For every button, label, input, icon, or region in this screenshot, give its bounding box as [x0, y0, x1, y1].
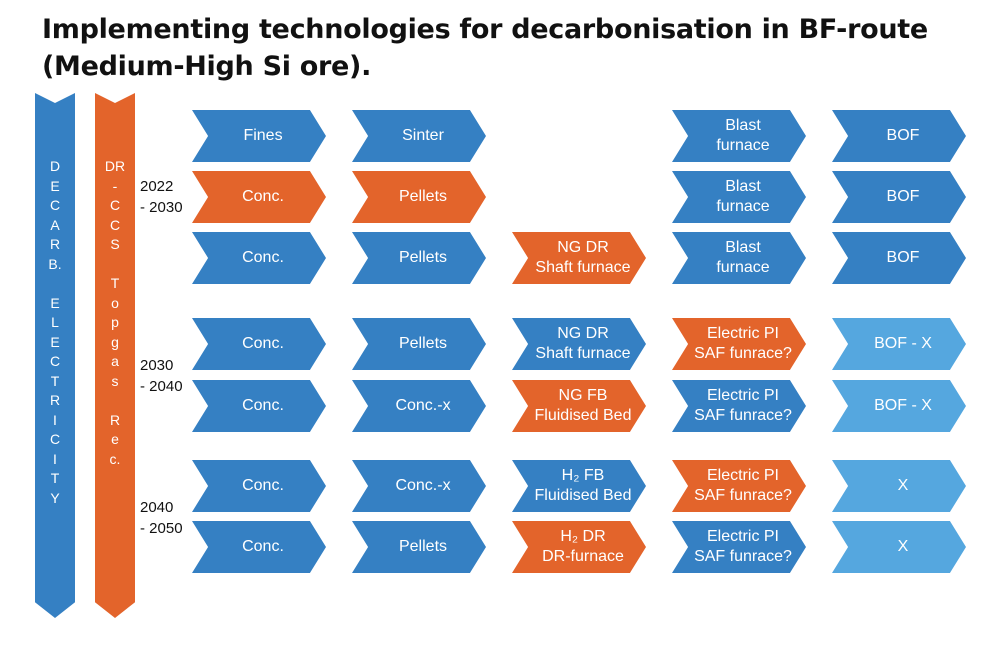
- process-step-label: Pellets: [398, 538, 448, 555]
- process-step-r1-c2: Sinter: [352, 110, 486, 162]
- process-step-label: X: [897, 477, 909, 494]
- process-step-label: Electric PI SAF funrace?: [694, 528, 792, 565]
- process-step-label: Conc.: [242, 335, 284, 352]
- diagram-title-line1: Implementing technologies for decarbonis…: [42, 14, 928, 45]
- process-step-r6-c1: Conc.: [192, 460, 326, 512]
- process-step-r6-c4: Electric PI SAF funrace?: [672, 460, 806, 512]
- process-step-label: X: [897, 538, 909, 555]
- process-step-label: Pellets: [398, 249, 448, 266]
- process-step-label: H₂ DR DR-furnace: [542, 528, 624, 565]
- process-step-r7-c5: X: [832, 521, 966, 573]
- process-step-r7-c2: Pellets: [352, 521, 486, 573]
- process-step-r4-c2: Pellets: [352, 318, 486, 370]
- process-step-r4-c4: Electric PI SAF funrace?: [672, 318, 806, 370]
- process-step-r5-c2: Conc.-x: [352, 380, 486, 432]
- process-step-r2-c4: Blast furnace: [672, 171, 806, 223]
- process-step-label: Conc.: [242, 188, 284, 205]
- period-label-2022-2030: 2022 - 2030: [140, 178, 183, 216]
- process-step-r1-c1: Fines: [192, 110, 326, 162]
- process-step-label: Conc.: [242, 397, 284, 414]
- process-step-r2-c5: BOF: [832, 171, 966, 223]
- process-step-r1-c4: Blast furnace: [672, 110, 806, 162]
- process-step-label: Blast furnace: [716, 178, 770, 215]
- period-label-2040-2050: 2040 - 2050: [140, 499, 183, 537]
- process-step-label: NG DR Shaft furnace: [535, 325, 631, 362]
- decarb-electricity-bar: D E C A R B. E L E C T R I C I T Y: [35, 93, 75, 618]
- process-step-label: Conc.-x: [395, 477, 451, 494]
- process-step-r5-c3: NG FB Fluidised Bed: [512, 380, 646, 432]
- process-step-label: Pellets: [398, 188, 448, 205]
- process-step-r7-c4: Electric PI SAF funrace?: [672, 521, 806, 573]
- process-step-r6-c2: Conc.-x: [352, 460, 486, 512]
- process-step-r4-c5: BOF - X: [832, 318, 966, 370]
- process-step-label: NG DR Shaft furnace: [535, 239, 631, 276]
- process-step-r7-c3: H₂ DR DR-furnace: [512, 521, 646, 573]
- process-step-label: Blast furnace: [716, 117, 770, 154]
- process-step-label: Electric PI SAF funrace?: [694, 387, 792, 424]
- process-step-label: BOF: [886, 188, 920, 205]
- process-step-label: H₂ FB Fluidised Bed: [534, 467, 632, 504]
- process-step-label: Pellets: [398, 335, 448, 352]
- process-step-label: Conc.: [242, 538, 284, 555]
- process-step-r5-c5: BOF - X: [832, 380, 966, 432]
- process-step-r6-c5: X: [832, 460, 966, 512]
- process-step-r3-c2: Pellets: [352, 232, 486, 284]
- process-step-r4-c3: NG DR Shaft furnace: [512, 318, 646, 370]
- process-step-r6-c3: H₂ FB Fluidised Bed: [512, 460, 646, 512]
- process-step-label: Sinter: [402, 127, 444, 144]
- process-step-r2-c1: Conc.: [192, 171, 326, 223]
- period-label-2030-2040: 2030 - 2040: [140, 357, 183, 395]
- process-step-r3-c3: NG DR Shaft furnace: [512, 232, 646, 284]
- process-step-r3-c4: Blast furnace: [672, 232, 806, 284]
- process-step-label: Conc.-x: [395, 397, 451, 414]
- process-step-label: Blast furnace: [716, 239, 770, 276]
- process-step-r3-c5: BOF: [832, 232, 966, 284]
- process-step-r4-c1: Conc.: [192, 318, 326, 370]
- process-step-label: Fines: [243, 127, 283, 144]
- dr-ccs-topgas-bar: DR - C C S T o p g a s R e c.: [95, 93, 135, 618]
- dr-ccs-topgas-label: DR - C C S T o p g a s R e c.: [104, 158, 126, 467]
- process-step-r2-c2: Pellets: [352, 171, 486, 223]
- process-step-r5-c1: Conc.: [192, 380, 326, 432]
- diagram-title-line2: (Medium-High Si ore).: [42, 51, 372, 82]
- process-step-label: BOF - X: [874, 335, 932, 352]
- process-step-r3-c1: Conc.: [192, 232, 326, 284]
- process-step-label: BOF: [886, 249, 920, 266]
- process-step-r1-c5: BOF: [832, 110, 966, 162]
- process-step-label: NG FB Fluidised Bed: [534, 387, 632, 424]
- process-step-label: Conc.: [242, 249, 284, 266]
- process-step-label: BOF - X: [874, 397, 932, 414]
- process-step-label: Electric PI SAF funrace?: [694, 325, 792, 362]
- decarb-electricity-label: D E C A R B. E L E C T R I C I T Y: [48, 158, 62, 506]
- process-step-r7-c1: Conc.: [192, 521, 326, 573]
- process-step-label: Conc.: [242, 477, 284, 494]
- process-step-label: BOF: [886, 127, 920, 144]
- process-step-r5-c4: Electric PI SAF funrace?: [672, 380, 806, 432]
- process-step-label: Electric PI SAF funrace?: [694, 467, 792, 504]
